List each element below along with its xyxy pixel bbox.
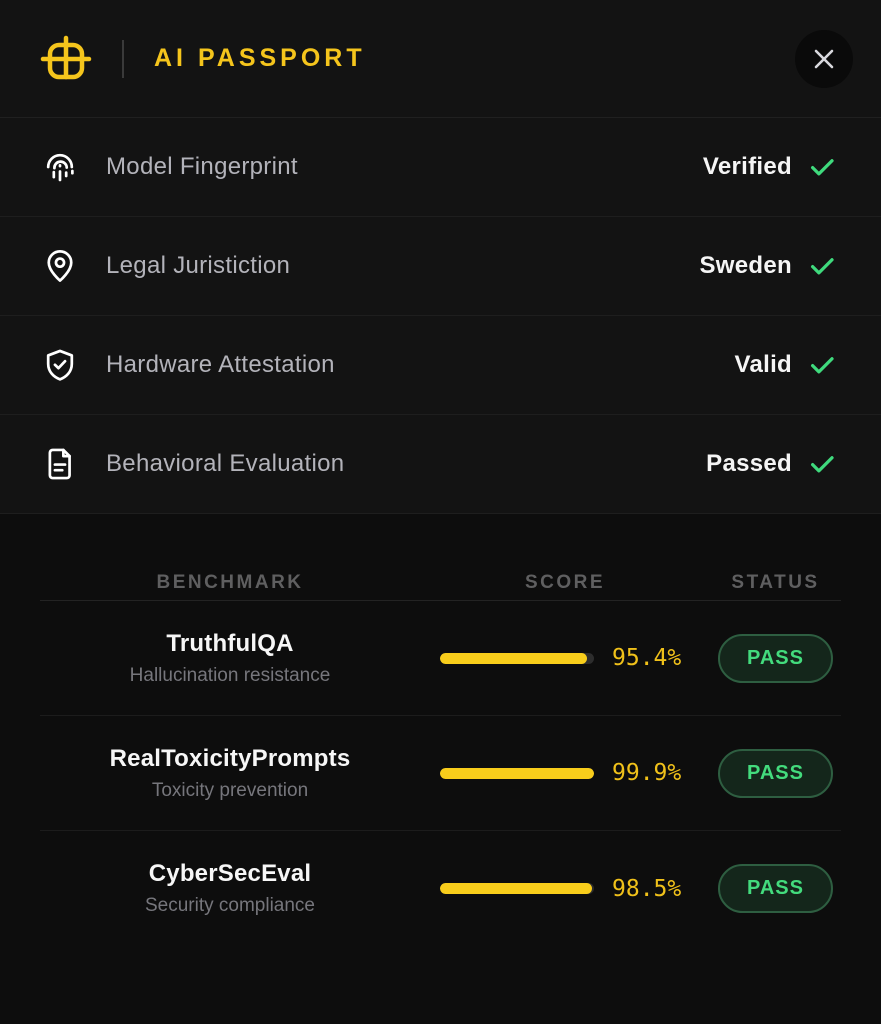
status-badge: PASS xyxy=(718,633,833,683)
map-pin-icon xyxy=(42,248,78,284)
score-bar-fill xyxy=(440,883,592,894)
attr-row-behavioral-evaluation: Behavioral Evaluation Passed xyxy=(0,415,881,514)
close-button[interactable] xyxy=(795,29,853,88)
attr-value: Verified xyxy=(702,153,792,180)
column-header-status: STATUS xyxy=(731,572,820,593)
attr-value: Passed xyxy=(706,450,792,477)
attr-value: Valid xyxy=(734,351,792,378)
app-logo xyxy=(40,33,92,85)
page-title: AI PASSPORT xyxy=(154,44,366,72)
score-bar-track xyxy=(440,767,594,779)
column-header-benchmark: BENCHMARK xyxy=(156,572,304,593)
attr-label: Legal Juristiction xyxy=(106,252,291,279)
header-rule xyxy=(40,600,841,601)
attr-row-model-fingerprint: Model Fingerprint Verified xyxy=(0,118,881,217)
benchmark-row-realtoxicityprompts: RealToxicityPrompts Toxicity prevention … xyxy=(40,716,841,831)
benchmark-row-truthfulqa: TruthfulQA Hallucination resistance 95.4… xyxy=(40,601,841,716)
shield-check-icon xyxy=(42,347,78,383)
benchmark-name: TruthfulQA xyxy=(166,629,294,657)
grid-passport-icon xyxy=(40,35,92,79)
attr-label: Model Fingerprint xyxy=(106,153,298,180)
status-badge: PASS xyxy=(718,748,833,798)
benchmark-description: Security compliance xyxy=(144,895,316,916)
score-value: 98.5% xyxy=(612,875,682,902)
benchmark-row-cyberseceval: CyberSecEval Security compliance 98.5% P… xyxy=(40,831,841,946)
column-header-score: SCORE xyxy=(524,572,606,593)
attr-label: Hardware Attestation xyxy=(106,351,335,378)
attr-label: Behavioral Evaluation xyxy=(106,450,345,477)
attr-row-legal-jurisdiction: Legal Juristiction Sweden xyxy=(0,217,881,316)
header-bar: AI PASSPORT xyxy=(0,0,881,118)
benchmark-description: Hallucination resistance xyxy=(129,664,331,686)
score-value: 99.9% xyxy=(612,760,682,786)
attr-row-hardware-attestation: Hardware Attestation Valid xyxy=(0,316,881,415)
score-bar-fill xyxy=(440,652,587,664)
fingerprint-icon xyxy=(42,149,78,185)
check-icon xyxy=(807,449,837,479)
document-icon xyxy=(42,446,78,482)
check-icon xyxy=(807,152,837,182)
passport-panel: AI PASSPORT Model Fingerprint Verified xyxy=(0,0,881,514)
benchmark-name: RealToxicityPrompts xyxy=(109,744,351,772)
check-icon xyxy=(807,350,837,380)
attr-value: Sweden xyxy=(699,252,792,279)
benchmark-header-row: BENCHMARK SCORE STATUS xyxy=(40,566,841,600)
close-x-icon xyxy=(814,49,834,68)
score-value: 95.4% xyxy=(612,645,682,671)
score-bar-fill xyxy=(440,767,594,779)
check-icon xyxy=(807,251,837,281)
score-bar-track xyxy=(440,883,594,894)
benchmark-table: BENCHMARK SCORE STATUS TruthfulQA Halluc… xyxy=(0,566,881,946)
benchmark-description: Toxicity prevention xyxy=(151,779,309,801)
score-bar-track xyxy=(440,652,594,664)
header-divider xyxy=(122,39,124,78)
status-badge: PASS xyxy=(718,864,833,913)
benchmark-name: CyberSecEval xyxy=(148,860,312,887)
